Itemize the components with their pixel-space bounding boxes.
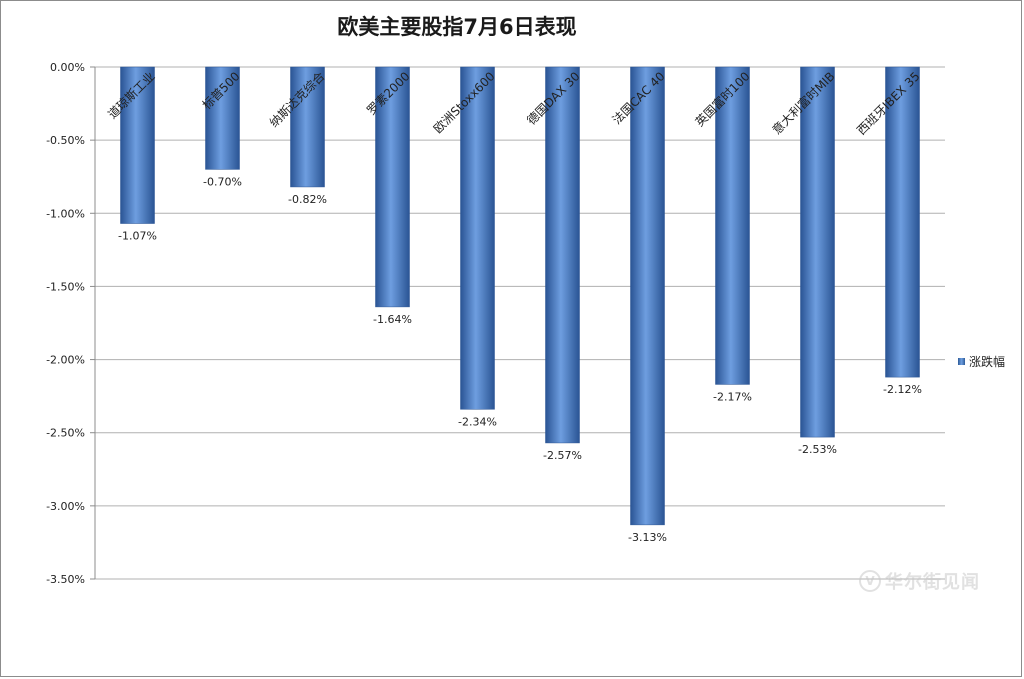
legend: 涨跌幅 [958, 353, 1005, 370]
data-label: -0.70% [203, 175, 242, 188]
data-label: -2.12% [883, 383, 922, 396]
data-label: -1.07% [118, 230, 157, 243]
watermark-logo-icon: V [859, 570, 881, 592]
bar [630, 66, 665, 526]
data-label: -1.64% [373, 313, 412, 326]
data-label: -2.57% [543, 449, 582, 462]
data-label: -2.53% [798, 443, 837, 456]
legend-swatch [958, 358, 965, 365]
y-tick-label: -3.00% [46, 500, 85, 513]
y-tick-label: -3.50% [46, 573, 85, 586]
y-tick-label: -2.00% [46, 354, 85, 367]
bar [120, 66, 155, 224]
bar [800, 66, 835, 438]
data-label: -0.82% [288, 193, 327, 206]
bar [715, 66, 750, 385]
bar [205, 66, 240, 170]
watermark: V 华尔街见闻 [859, 568, 980, 594]
data-label: -2.17% [713, 390, 752, 403]
data-label: -2.34% [458, 415, 497, 428]
bar [885, 66, 920, 378]
y-tick-label: -0.50% [46, 134, 85, 147]
watermark-text: 华尔街见闻 [885, 572, 980, 593]
chart-title: 欧美主要股指7月6日表现 [337, 15, 577, 39]
data-label: -3.13% [628, 531, 667, 544]
legend-label: 涨跌幅 [969, 355, 1006, 369]
y-tick-label: -1.00% [46, 207, 85, 220]
bar [375, 66, 410, 308]
bar [460, 66, 495, 410]
y-tick-label: -2.50% [46, 427, 85, 440]
y-tick-label: -1.50% [46, 280, 85, 293]
y-tick-label: 0.00% [50, 61, 85, 74]
bar [545, 66, 580, 444]
bar [290, 66, 325, 188]
